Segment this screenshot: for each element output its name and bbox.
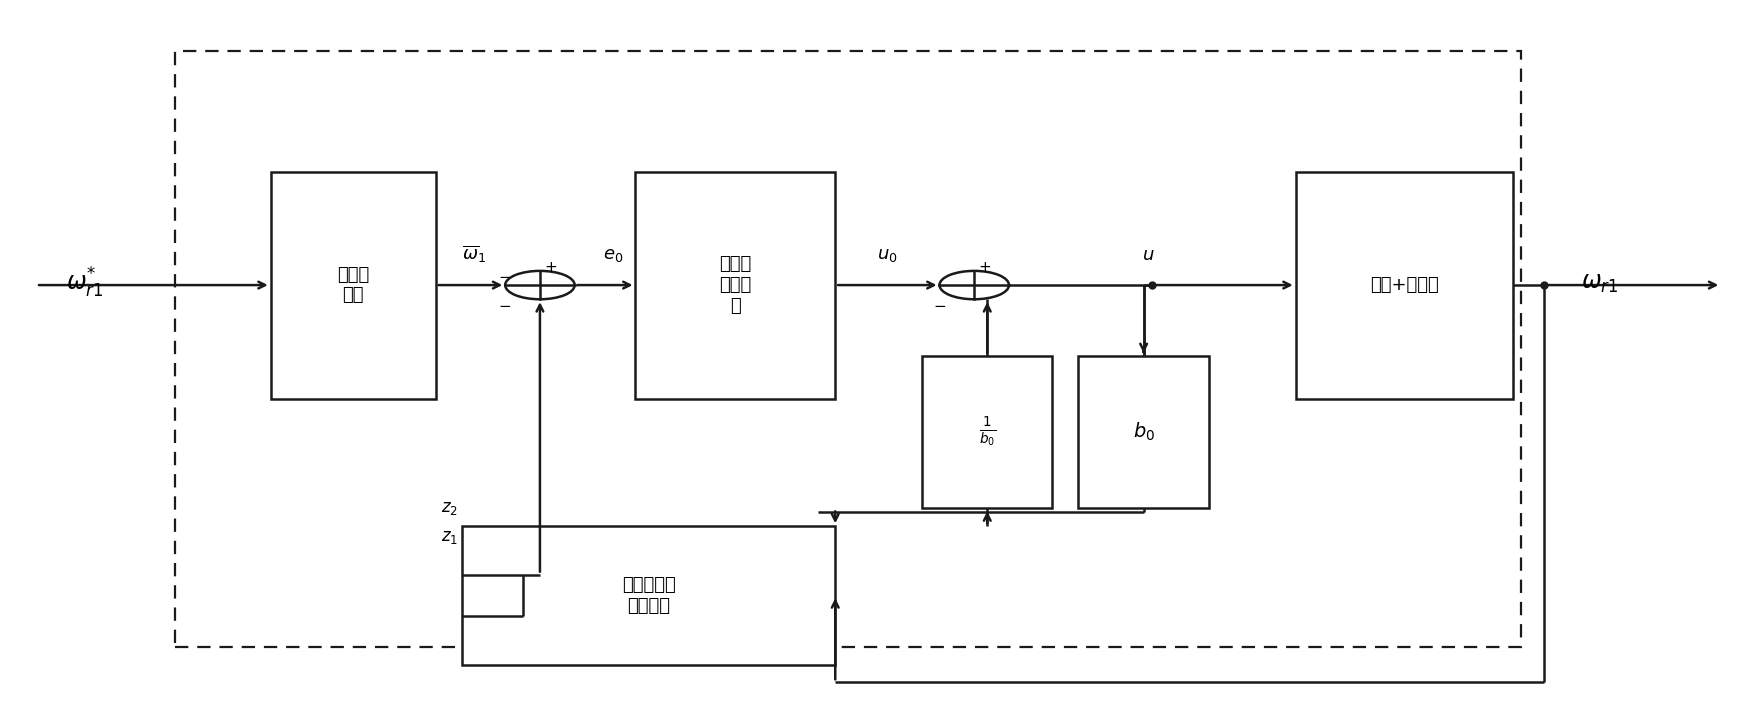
Text: $b_0$: $b_0$ — [1132, 421, 1155, 444]
Circle shape — [504, 271, 574, 299]
Circle shape — [939, 271, 1009, 299]
FancyBboxPatch shape — [1296, 172, 1511, 399]
FancyBboxPatch shape — [271, 172, 435, 399]
Text: $u$: $u$ — [1141, 246, 1153, 263]
Text: +: + — [544, 260, 556, 275]
Text: 扩张状
态观测
器: 扩张状 态观测 器 — [718, 256, 751, 315]
Text: $z_2$: $z_2$ — [440, 500, 457, 518]
FancyBboxPatch shape — [635, 172, 835, 399]
Text: 跟踪微
分器: 跟踪微 分器 — [337, 266, 369, 305]
Text: −: − — [499, 271, 511, 286]
FancyBboxPatch shape — [1078, 356, 1209, 508]
FancyBboxPatch shape — [461, 526, 835, 664]
Text: 非线性状态
误差反馈: 非线性状态 误差反馈 — [621, 576, 675, 614]
Text: $\omega_{r1}^{*}$: $\omega_{r1}^{*}$ — [66, 266, 103, 300]
Text: $\omega_{r1}$: $\omega_{r1}$ — [1581, 271, 1617, 295]
Text: $z_1$: $z_1$ — [440, 528, 457, 546]
Text: $\frac{1}{b_0}$: $\frac{1}{b_0}$ — [977, 416, 995, 449]
FancyBboxPatch shape — [922, 356, 1052, 508]
Text: $u_0$: $u_0$ — [876, 246, 897, 263]
Text: −: − — [932, 299, 946, 314]
Text: $e_0$: $e_0$ — [602, 246, 623, 263]
Text: +: + — [977, 260, 991, 275]
Text: −: − — [499, 299, 511, 314]
Text: $\overline{\omega}_1$: $\overline{\omega}_1$ — [461, 244, 485, 266]
Text: 电机+变频器: 电机+变频器 — [1369, 276, 1438, 294]
